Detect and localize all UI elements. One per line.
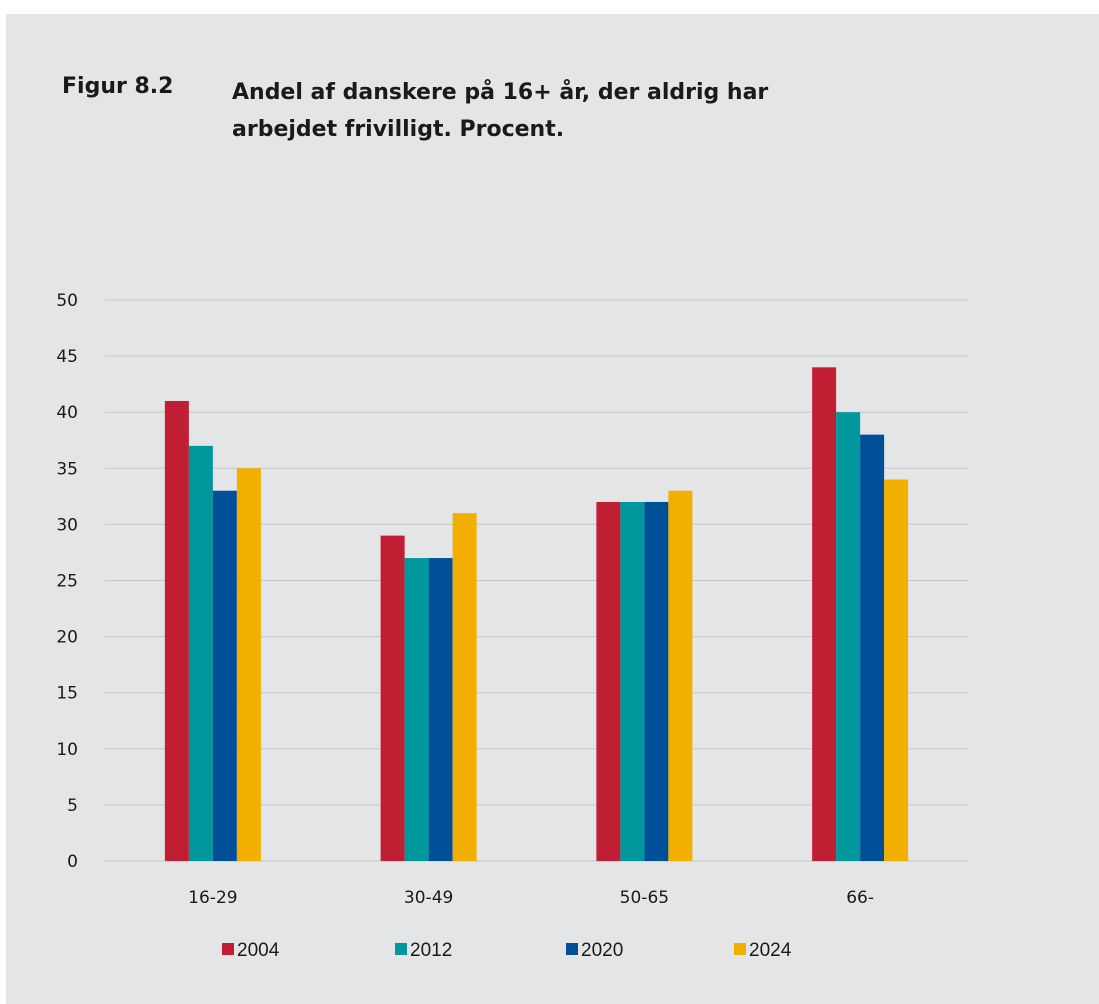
x-tick-label: 50-65 bbox=[620, 888, 669, 908]
y-tick-label: 25 bbox=[56, 572, 78, 592]
y-tick-label: 50 bbox=[56, 291, 78, 311]
legend-swatch bbox=[734, 943, 746, 955]
y-tick-label: 10 bbox=[56, 740, 78, 760]
bar-2024-50-65 bbox=[668, 490, 693, 861]
y-tick-label: 20 bbox=[56, 628, 78, 648]
x-tick-label: 66- bbox=[846, 888, 874, 908]
bar-2012-66- bbox=[836, 412, 861, 861]
y-tick-label: 30 bbox=[56, 515, 78, 535]
y-tick-label: 0 bbox=[67, 852, 78, 872]
bar-2024-66- bbox=[884, 479, 909, 861]
legend-swatch bbox=[222, 943, 234, 955]
y-tick-label: 40 bbox=[56, 403, 78, 423]
legend-swatch bbox=[395, 943, 407, 955]
bar-2020-16-29 bbox=[212, 490, 237, 861]
legend-swatch bbox=[566, 943, 578, 955]
bar-2012-16-29 bbox=[188, 445, 213, 861]
bar-2024-30-49 bbox=[452, 513, 477, 861]
legend-label: 2020 bbox=[581, 940, 623, 961]
x-tick-label: 30-49 bbox=[404, 888, 453, 908]
bar-2020-30-49 bbox=[428, 558, 453, 861]
bar-2004-50-65 bbox=[596, 501, 621, 861]
legend: 2004 2012 2020 2024 bbox=[222, 940, 792, 961]
figure-title: Andel af danskere på 16+ år, der aldrig … bbox=[232, 80, 769, 142]
bar-2012-30-49 bbox=[404, 558, 429, 861]
x-axis-ticks: 16-29 30-49 50-65 66- bbox=[188, 888, 874, 908]
y-tick-label: 5 bbox=[67, 796, 78, 816]
y-tick-label: 35 bbox=[56, 459, 78, 479]
x-tick-label: 16-29 bbox=[188, 888, 237, 908]
bar-2012-50-65 bbox=[620, 501, 645, 861]
bar-2004-16-29 bbox=[164, 400, 189, 861]
figure-label: Figur 8.2 bbox=[62, 74, 174, 99]
y-tick-label: 15 bbox=[56, 684, 78, 704]
y-axis-ticks: 0 5 10 15 20 25 30 35 40 45 50 bbox=[56, 291, 78, 872]
bar-2020-50-65 bbox=[644, 501, 669, 861]
bar-2004-30-49 bbox=[380, 535, 405, 861]
bars bbox=[164, 367, 909, 861]
legend-label: 2024 bbox=[749, 940, 792, 961]
bar-2004-66- bbox=[812, 367, 837, 861]
bar-2020-66- bbox=[860, 434, 885, 861]
legend-label: 2004 bbox=[237, 940, 280, 961]
y-tick-label: 45 bbox=[56, 347, 78, 367]
legend-label: 2012 bbox=[410, 940, 452, 961]
bar-2024-16-29 bbox=[236, 468, 261, 861]
